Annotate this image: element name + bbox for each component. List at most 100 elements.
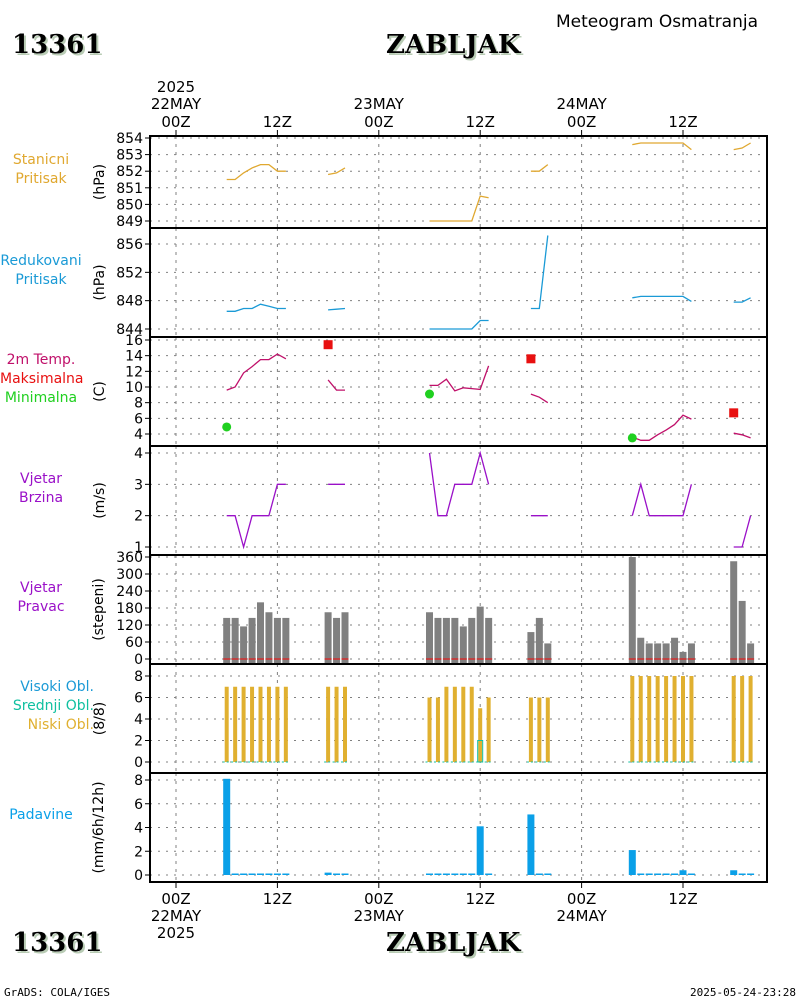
station-pressure-line bbox=[632, 142, 692, 151]
precip-bar bbox=[738, 873, 746, 875]
low-cloud-bar bbox=[250, 686, 255, 762]
timestamp-text: 2025-05-24-23:28 bbox=[690, 986, 796, 999]
tmax-marker bbox=[526, 354, 536, 364]
low-cloud-bar bbox=[435, 697, 440, 762]
low-cloud-bar bbox=[427, 697, 432, 762]
precip-bar bbox=[662, 873, 670, 875]
low-cloud-bar bbox=[748, 676, 753, 762]
y-tick-label: 849 bbox=[116, 214, 143, 230]
wind-dir-bar bbox=[679, 651, 687, 664]
x-tick-label-top: 23MAY bbox=[354, 95, 405, 113]
y-tick-label: 856 bbox=[116, 237, 143, 253]
wind-dir-bar bbox=[476, 606, 484, 664]
y-tick-label: 844 bbox=[116, 322, 143, 338]
panel-label-line: Vjetar bbox=[20, 470, 62, 487]
y-tick-label: 300 bbox=[116, 567, 143, 583]
temperature-line bbox=[733, 432, 751, 439]
y-axis-label: (stepeni) bbox=[91, 578, 107, 641]
low-cloud-bar bbox=[630, 676, 635, 762]
precip-bar bbox=[468, 873, 476, 875]
low-cloud-bar bbox=[689, 676, 694, 762]
panel-label-line: Pritisak bbox=[15, 271, 67, 288]
panel-frame bbox=[149, 227, 768, 338]
low-cloud-bar bbox=[444, 686, 449, 762]
y-tick-label: 360 bbox=[116, 550, 143, 566]
x-tick-label-bottom: 2025 bbox=[157, 924, 195, 942]
station-pressure-line bbox=[733, 142, 751, 151]
panel-label-line: Stanicni bbox=[12, 152, 70, 168]
low-cloud-bar bbox=[638, 676, 643, 762]
y-tick-label: 14 bbox=[125, 349, 143, 365]
station-pressure-line bbox=[530, 164, 549, 172]
y-tick-label: 10 bbox=[125, 380, 143, 396]
wind-dir-bar bbox=[282, 617, 290, 664]
reduced-pressure-line bbox=[530, 235, 549, 310]
precip-bar bbox=[248, 873, 256, 875]
low-cloud-bar bbox=[647, 676, 652, 762]
panel-frame bbox=[149, 772, 768, 883]
temperature-line bbox=[530, 393, 549, 404]
wind-dir-bar bbox=[459, 626, 467, 664]
wind-speed-line bbox=[428, 450, 490, 517]
station-name-bottom: ZABLJAK bbox=[386, 928, 521, 958]
tmax-marker bbox=[323, 340, 333, 350]
wind-dir-bar bbox=[738, 600, 746, 664]
y-axis-label: (C) bbox=[92, 381, 108, 402]
y-tick-label: 6 bbox=[134, 797, 143, 813]
wind-dir-bar bbox=[645, 643, 653, 664]
y-tick-label: 2 bbox=[134, 509, 143, 525]
low-cloud-bar bbox=[326, 686, 331, 762]
low-cloud-bar bbox=[672, 676, 677, 762]
precip-bar bbox=[544, 873, 552, 875]
low-cloud-bar bbox=[528, 697, 533, 762]
low-cloud-bar bbox=[545, 697, 550, 762]
temperature-line bbox=[632, 414, 692, 441]
reduced-pressure-line bbox=[733, 297, 751, 303]
y-tick-label: 2 bbox=[134, 844, 143, 860]
x-tick-label-top: 12Z bbox=[668, 113, 697, 131]
reduced-pressure-line bbox=[226, 303, 286, 312]
panel-label-wind-dir: Vjetar Pravac bbox=[0, 579, 82, 617]
panel-label-line: Redukovani bbox=[0, 252, 82, 269]
precip-bar bbox=[628, 850, 636, 875]
x-tick-label-top: 22MAY bbox=[151, 95, 202, 113]
x-tick-label-bottom: 22MAY bbox=[151, 907, 202, 925]
y-tick-label: 848 bbox=[116, 294, 143, 310]
low-cloud-bar bbox=[740, 676, 745, 762]
low-cloud-bar bbox=[266, 686, 271, 762]
precip-bar bbox=[257, 873, 264, 875]
low-cloud-bar bbox=[537, 697, 542, 762]
y-tick-label: 180 bbox=[116, 601, 143, 617]
temperature-line bbox=[327, 379, 345, 391]
low-cloud-bar bbox=[241, 686, 246, 762]
x-tick-label-bottom: 24MAY bbox=[556, 907, 607, 925]
precip-bar bbox=[426, 873, 433, 875]
wind-dir-bar bbox=[451, 617, 459, 664]
wind-dir-bar bbox=[535, 617, 543, 664]
precip-bar bbox=[223, 778, 231, 875]
panel-label-line: Visoki Obl. bbox=[20, 679, 94, 695]
wind-dir-bar bbox=[527, 632, 535, 664]
x-tick-label-bottom: 00Z bbox=[567, 890, 596, 908]
y-tick-label: 0 bbox=[134, 868, 143, 884]
wind-dir-bar bbox=[426, 612, 433, 664]
low-cloud-bar bbox=[731, 676, 736, 762]
y-axis-label: (m/s) bbox=[92, 482, 108, 519]
precip-bar bbox=[671, 873, 679, 875]
precip-bar bbox=[535, 873, 543, 875]
y-tick-label: 0 bbox=[134, 755, 143, 771]
wind-dir-bar bbox=[544, 643, 552, 664]
y-axis-label: (hPa) bbox=[92, 264, 108, 300]
x-tick-label-bottom: 23MAY bbox=[354, 907, 405, 925]
wind-dir-bar bbox=[468, 617, 476, 664]
low-cloud-bar bbox=[343, 686, 347, 762]
precip-bar bbox=[730, 870, 738, 875]
low-cloud-bar bbox=[469, 686, 474, 762]
precip-bar bbox=[747, 873, 755, 875]
wind-dir-bar bbox=[730, 561, 738, 664]
wind-dir-bar bbox=[654, 643, 662, 664]
x-tick-label-top: 00Z bbox=[567, 113, 596, 131]
x-tick-label-bottom: 12Z bbox=[263, 890, 292, 908]
y-axis-label: (mm/6h/12h) bbox=[91, 781, 107, 873]
y-axis-label: (hPa) bbox=[92, 164, 108, 200]
